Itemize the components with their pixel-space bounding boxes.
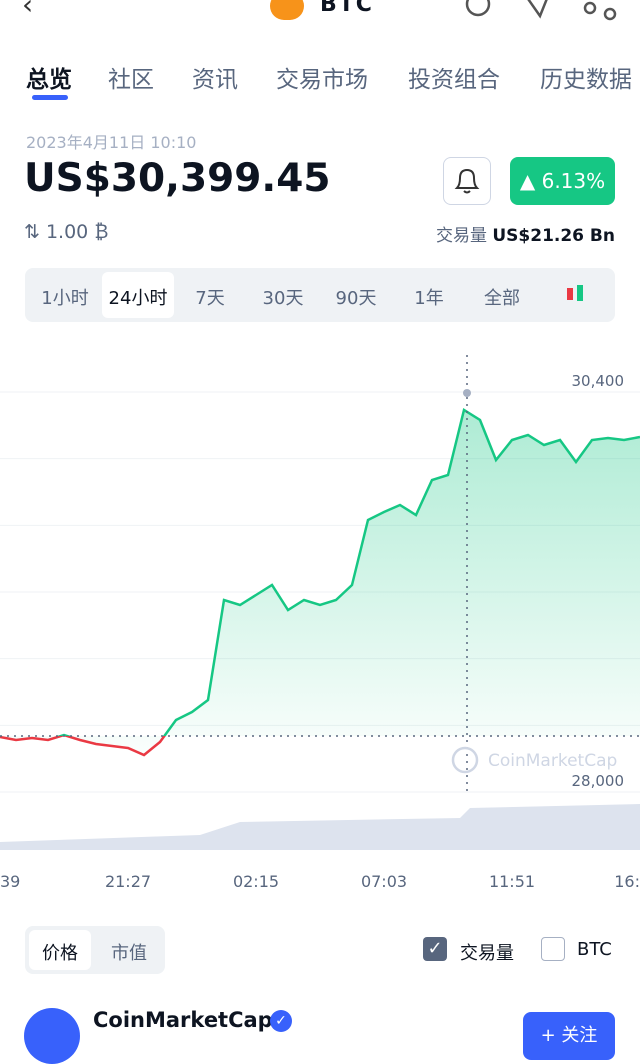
- x-tick-label: 39: [0, 872, 20, 891]
- range-selected: [102, 272, 174, 318]
- checkbox[interactable]: [541, 937, 565, 961]
- checkbox-checked[interactable]: ✓: [423, 937, 447, 961]
- check-label: BTC: [577, 939, 612, 960]
- range[interactable]: 90天: [335, 288, 377, 309]
- verified: ✓: [270, 1010, 292, 1032]
- alert-button[interactable]: [443, 157, 491, 205]
- x-tick-label: 21:27: [105, 872, 151, 891]
- symbol: BTC: [320, 0, 374, 17]
- volume-row: 交易量 US$21.26 Bn: [436, 221, 615, 246]
- toggle[interactable]: 市值: [111, 943, 147, 964]
- volume: US$21.26 Bn: [492, 226, 615, 246]
- change-badge: ▲ 6.13%: [510, 157, 615, 205]
- top-icons[interactable]: [460, 0, 630, 24]
- follow-button[interactable]: + 关注: [523, 1012, 615, 1060]
- tab[interactable]: 社区: [108, 67, 154, 93]
- x-tick-label: 07:03: [361, 872, 407, 891]
- x-tick-label: 16:: [614, 872, 640, 891]
- volume-area: [0, 804, 640, 850]
- volume-label: 交易量: [435, 226, 487, 246]
- watermark-logo: [451, 746, 479, 774]
- date: 2023年4月11日 10:10: [26, 133, 197, 152]
- crosshair-dot: [463, 389, 471, 397]
- range[interactable]: 30天: [262, 288, 304, 309]
- amount: 1.00 ₿: [45, 221, 109, 243]
- price-chart: 28,000 30,400 CoinMarketCap 39 21:27 02:15 07:…: [0, 355, 640, 891]
- range[interactable]: 7天: [195, 288, 225, 309]
- range[interactable]: 1小时: [41, 288, 89, 309]
- tab-indicator: [32, 95, 68, 100]
- amount-row: ⇅ 1.00 ₿: [24, 221, 109, 243]
- tab[interactable]: 总览: [26, 67, 72, 93]
- toggle-selected: [29, 930, 91, 970]
- check-label: 交易量: [460, 943, 514, 964]
- price-line: [0, 408, 640, 757]
- account-name: CoinMarketCap: [93, 1008, 273, 1032]
- x-tick-label: 11:51: [489, 872, 535, 891]
- range[interactable]: 全部: [484, 288, 520, 309]
- range[interactable]: 24小时: [108, 288, 168, 309]
- watermark: CoinMarketCap: [488, 751, 617, 771]
- tab[interactable]: 投资组合: [408, 67, 500, 93]
- range[interactable]: 1年: [414, 288, 444, 309]
- candle-icon[interactable]: [563, 282, 587, 308]
- change: 6.13%: [541, 169, 606, 193]
- tab[interactable]: 历史数据: [540, 67, 632, 93]
- toggle[interactable]: 价格: [42, 943, 78, 964]
- price: US$30,399.45: [24, 156, 331, 201]
- price-area: [0, 410, 640, 755]
- tab[interactable]: 交易市场: [276, 67, 368, 93]
- avatar: [24, 1008, 80, 1064]
- btc-icon: [270, 0, 304, 20]
- tab[interactable]: 资讯: [192, 67, 238, 93]
- y-tick-label: 28,000: [572, 772, 625, 790]
- y-tick-label: 30,400: [572, 372, 625, 390]
- x-tick-label: 02:15: [233, 872, 279, 891]
- back[interactable]: ‹: [22, 0, 34, 21]
